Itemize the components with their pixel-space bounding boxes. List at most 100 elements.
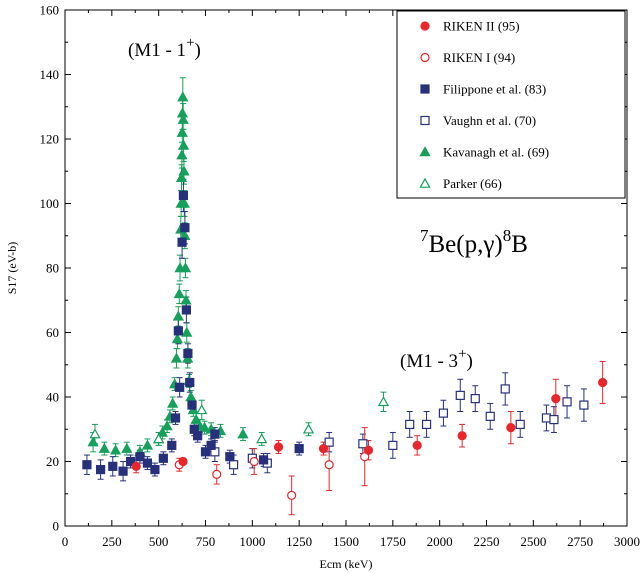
legend-marker: [419, 177, 431, 188]
point-vaughn-et-al-70-4: [324, 437, 334, 447]
point-filippone-et-al-83-23: [206, 440, 216, 450]
point-vaughn-et-al-70-11: [470, 394, 480, 404]
x-tick-label: 1250: [286, 534, 312, 549]
point-filippone-et-al-83-3: [118, 466, 128, 476]
point-kavanagh-et-al-69-20: [176, 149, 188, 160]
point-filippone-et-al-83-14: [178, 190, 188, 201]
y-tick-label: 0: [53, 519, 60, 534]
point-vaughn-et-al-70-17: [562, 397, 572, 407]
annotation-peak-m1-1: (M1 - 1+): [128, 35, 201, 61]
point-riken-ii-95-4: [363, 445, 374, 455]
legend-label: Filippone et al. (83): [443, 82, 546, 97]
point-filippone-et-al-83-15: [180, 223, 190, 233]
point-kavanagh-et-al-69-19: [175, 171, 188, 182]
legend-label: RIKEN II (95): [443, 19, 520, 34]
x-tick-label: 2250: [474, 534, 500, 549]
point-filippone-et-al-83-21: [193, 431, 203, 441]
point-filippone-et-al-83-5: [135, 452, 145, 462]
y-tick-label: 120: [40, 132, 60, 147]
y-tick-label: 80: [46, 261, 59, 276]
point-vaughn-et-al-70-7: [405, 419, 415, 430]
point-filippone-et-al-83-26: [258, 455, 269, 465]
x-tick-label: 2000: [427, 534, 453, 549]
point-kavanagh-et-al-69-12: [170, 352, 183, 363]
point-kavanagh-et-al-69-30: [180, 294, 192, 305]
x-tick-label: 2500: [520, 534, 546, 549]
point-filippone-et-al-83-27: [294, 444, 304, 454]
point-vaughn-et-al-70-5: [358, 439, 368, 449]
point-kavanagh-et-al-69-36: [190, 413, 202, 424]
point-parker-66-0: [89, 428, 101, 439]
point-filippone-et-al-83-10: [170, 413, 181, 423]
point-vaughn-et-al-70-10: [455, 390, 465, 400]
point-kavanagh-et-al-69-41: [237, 428, 249, 439]
point-kavanagh-et-al-69-3: [121, 442, 133, 453]
annotation-peak-m1-3: (M1 - 3+): [400, 346, 473, 372]
point-kavanagh-et-al-69-5: [141, 439, 154, 450]
legend-marker: [419, 146, 431, 157]
point-vaughn-et-al-70-9: [438, 408, 449, 418]
legend-marker: [420, 52, 430, 63]
point-filippone-et-al-83-11: [173, 326, 183, 336]
point-kavanagh-et-al-69-13: [171, 333, 184, 344]
legend-marker: [420, 115, 430, 126]
point-riken-ii-95-7: [506, 423, 516, 433]
point-kavanagh-et-al-69-34: [185, 391, 197, 402]
point-parker-66-2: [196, 404, 208, 415]
x-axis-label: Ecm (keV): [320, 557, 373, 571]
legend-item-filippone-et-al-83: Filippone et al. (83): [420, 82, 546, 97]
point-kavanagh-et-al-69-31: [181, 326, 193, 337]
point-riken-ii-95-9: [598, 377, 608, 388]
legend-label: Kavanagh et al. (69): [443, 145, 549, 160]
point-riken-ii-95-8: [551, 394, 561, 404]
point-vaughn-et-al-70-13: [500, 384, 510, 394]
point-kavanagh-et-al-69-26: [178, 165, 190, 176]
point-kavanagh-et-al-69-25: [177, 139, 190, 150]
point-vaughn-et-al-70-14: [515, 419, 525, 430]
point-riken-ii-95-0: [131, 461, 141, 471]
legend-item-riken-ii-95: RIKEN II (95): [420, 19, 520, 34]
point-filippone-et-al-83-13: [177, 237, 187, 247]
legend-marker: [420, 84, 430, 94]
x-axis: 0 250 500 750 1000 1250 1500 1750 2000 2250 2500 27…: [62, 10, 640, 549]
point-vaughn-et-al-70-16: [549, 414, 559, 425]
y-axis: 0 20 40 60 80 100 120 140 160: [40, 3, 627, 534]
point-riken-ii-95-3: [318, 444, 329, 454]
y-tick-label: 160: [40, 3, 60, 18]
x-tick-label: 3000: [614, 534, 640, 549]
point-riken-i-94-4: [324, 460, 334, 470]
point-riken-i-94-1: [212, 469, 222, 479]
point-kavanagh-et-al-69-2: [109, 444, 122, 455]
point-filippone-et-al-83-17: [183, 348, 193, 359]
point-vaughn-et-al-70-12: [485, 411, 495, 421]
y-tick-label: 140: [40, 67, 60, 82]
point-filippone-et-al-83-1: [95, 464, 106, 475]
x-tick-label: 1500: [333, 534, 359, 549]
point-riken-ii-95-1: [178, 456, 188, 467]
point-kavanagh-et-al-69-38: [198, 421, 211, 432]
point-vaughn-et-al-70-18: [579, 400, 589, 410]
x-tick-label: 1750: [380, 534, 406, 549]
legend-item-parker-66: Parker (66): [419, 176, 502, 191]
point-filippone-et-al-83-18: [185, 377, 195, 388]
point-kavanagh-et-al-69-1: [98, 442, 110, 453]
point-kavanagh-et-al-69-15: [173, 287, 185, 299]
x-tick-label: 2750: [567, 534, 593, 549]
point-parker-66-5: [377, 396, 390, 407]
legend-marker: [420, 21, 430, 31]
point-kavanagh-et-al-69-29: [179, 262, 192, 273]
y-tick-label: 60: [46, 325, 59, 340]
legend-label: RIKEN I (94): [443, 50, 515, 65]
point-filippone-et-al-83-0: [82, 460, 92, 470]
point-riken-i-94-3: [287, 490, 297, 500]
y-axis-label: S17 (eV-b): [5, 242, 19, 295]
point-kavanagh-et-al-69-23: [177, 91, 189, 102]
point-filippone-et-al-83-25: [225, 452, 235, 462]
x-tick-label: 750: [196, 534, 216, 549]
x-tick-label: 500: [149, 534, 169, 549]
x-tick-label: 250: [102, 534, 122, 549]
point-kavanagh-et-al-69-21: [176, 126, 188, 137]
point-filippone-et-al-83-24: [210, 429, 220, 439]
point-filippone-et-al-83-19: [187, 400, 197, 410]
